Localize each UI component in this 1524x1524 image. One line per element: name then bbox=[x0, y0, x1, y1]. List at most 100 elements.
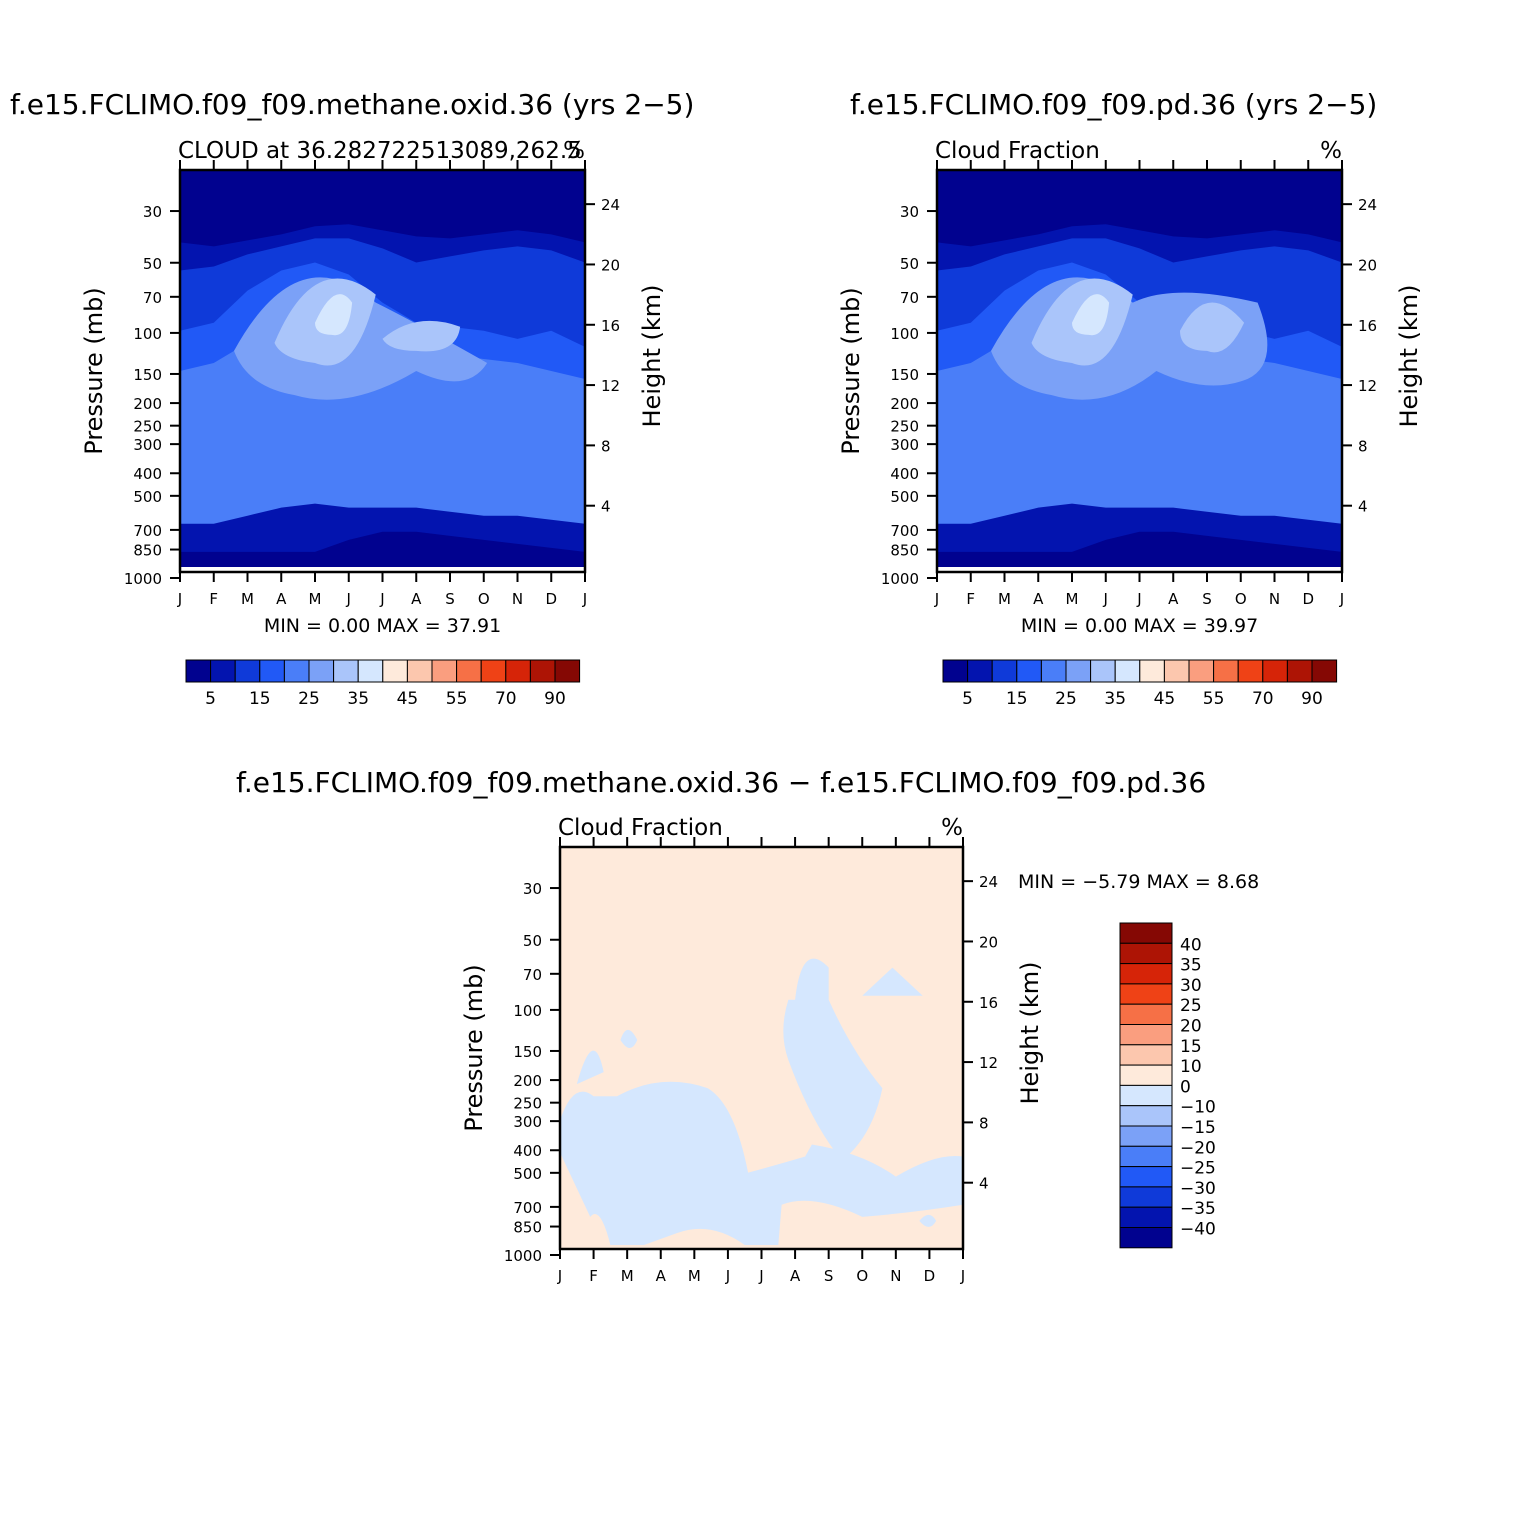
y-axis-title: Pressure (mb) bbox=[460, 964, 488, 1131]
y-right-tick-label: 24 bbox=[979, 873, 998, 891]
y-tick-label: 150 bbox=[890, 366, 919, 384]
x-tick-label: M bbox=[621, 1267, 634, 1285]
colorbar-box bbox=[456, 659, 482, 683]
colorbar-box bbox=[554, 659, 581, 683]
y-right-tick-label: 8 bbox=[601, 437, 611, 455]
colorbar-label: 25 bbox=[1180, 996, 1202, 1016]
y-tick-label: 850 bbox=[513, 1219, 542, 1237]
colorbar-label: −20 bbox=[1180, 1138, 1216, 1158]
y-tick-label: 850 bbox=[133, 542, 162, 560]
colorbar-box bbox=[1188, 659, 1215, 683]
y-tick-label: 70 bbox=[523, 966, 542, 984]
y-tick-label: 30 bbox=[523, 880, 542, 898]
negative-region bbox=[560, 1081, 963, 1245]
colorbar-box bbox=[1119, 1145, 1173, 1168]
y-tick-label: 500 bbox=[890, 488, 919, 506]
left-label: Cloud Fraction bbox=[935, 138, 1100, 164]
colorbar-box bbox=[529, 659, 556, 683]
x-tick-label: D bbox=[1302, 590, 1314, 608]
band-lower-2 bbox=[937, 531, 1342, 572]
colorbar-label: 25 bbox=[298, 689, 320, 709]
cloud-core-inner bbox=[315, 294, 353, 336]
y-right-tick-label: 16 bbox=[601, 317, 620, 335]
colorbar-label: 35 bbox=[347, 689, 369, 709]
colorbar-label: 90 bbox=[1301, 689, 1323, 709]
y-tick-label: 70 bbox=[900, 289, 919, 307]
negative-region bbox=[620, 1029, 638, 1048]
colorbar-label: −25 bbox=[1180, 1159, 1216, 1179]
x-tick-label: D bbox=[924, 1267, 936, 1285]
colorbar-box bbox=[1119, 1024, 1173, 1046]
x-tick-label: A bbox=[276, 590, 287, 608]
y-tick-label: 1000 bbox=[124, 570, 162, 588]
colorbar-label: 35 bbox=[1104, 689, 1126, 709]
x-tick-label: M bbox=[241, 590, 254, 608]
colorbar-box bbox=[1119, 1206, 1173, 1228]
y-tick-label: 200 bbox=[890, 395, 919, 413]
x-tick-label: J bbox=[934, 590, 939, 608]
band-lower-2 bbox=[180, 531, 585, 572]
y-tick-label: 50 bbox=[143, 255, 162, 273]
y-tick-label: 500 bbox=[513, 1165, 542, 1183]
min-max-stats: MIN = −5.79 MAX = 8.68 bbox=[1018, 871, 1259, 893]
colorbar-box bbox=[1114, 659, 1141, 683]
x-tick-label: J bbox=[1339, 590, 1344, 608]
colorbar-label: 90 bbox=[544, 689, 566, 709]
y-tick-label: 70 bbox=[143, 289, 162, 307]
x-tick-label: M bbox=[688, 1267, 701, 1285]
colorbar-label: 25 bbox=[1055, 689, 1077, 709]
colorbar-label: 55 bbox=[1203, 689, 1225, 709]
y-tick-label: 1000 bbox=[881, 570, 919, 588]
y-tick-label: 500 bbox=[133, 488, 162, 506]
y-tick-label: 100 bbox=[513, 1002, 542, 1020]
colorbar-box bbox=[382, 659, 408, 683]
colorbar-label: 5 bbox=[205, 689, 216, 709]
diff-fill bbox=[560, 958, 963, 1245]
colorbar-box bbox=[210, 659, 236, 683]
colorbar-box bbox=[1016, 659, 1042, 683]
colorbar-box bbox=[1090, 659, 1116, 683]
y-tick-label: 150 bbox=[133, 366, 162, 384]
colorbar-box bbox=[1119, 922, 1173, 944]
colorbar-box bbox=[991, 659, 1018, 683]
x-tick-label: O bbox=[856, 1267, 868, 1285]
y-tick-label: 100 bbox=[133, 325, 162, 343]
colorbar-label: 15 bbox=[1180, 1037, 1202, 1057]
colorbar-label: 70 bbox=[495, 689, 517, 709]
colorbar-label: 35 bbox=[1180, 956, 1202, 976]
missing-strip bbox=[937, 567, 1342, 572]
negative-region bbox=[862, 967, 923, 996]
x-tick-label: A bbox=[1168, 590, 1179, 608]
y-axis-title: Pressure (mb) bbox=[80, 287, 108, 454]
colorbar-box bbox=[1139, 659, 1165, 683]
y-right-tick-label: 12 bbox=[601, 377, 620, 395]
colorbar-box bbox=[1119, 1227, 1173, 1249]
y-right-tick-label: 20 bbox=[1358, 256, 1377, 274]
y-tick-label: 300 bbox=[890, 436, 919, 454]
y-tick-label: 50 bbox=[523, 932, 542, 950]
colorbar-box bbox=[333, 659, 359, 683]
colorbar-label: 20 bbox=[1180, 1017, 1202, 1037]
y-right-tick-label: 16 bbox=[979, 994, 998, 1012]
y-tick-label: 200 bbox=[513, 1072, 542, 1090]
x-tick-label: N bbox=[890, 1267, 901, 1285]
x-tick-label: M bbox=[1066, 590, 1079, 608]
x-tick-label: F bbox=[209, 590, 218, 608]
x-tick-label: N bbox=[1269, 590, 1280, 608]
x-tick-label: F bbox=[966, 590, 975, 608]
panel3-title: f.e15.FCLIMO.f09_f09.methane.oxid.36 − f… bbox=[236, 766, 1207, 799]
mid-shelf bbox=[382, 320, 461, 352]
y-tick-label: 300 bbox=[133, 436, 162, 454]
y-tick-label: 850 bbox=[890, 542, 919, 560]
colorbar-label: 10 bbox=[1180, 1057, 1202, 1077]
colorbar-label: 70 bbox=[1252, 689, 1274, 709]
contour-fill bbox=[180, 224, 585, 572]
cloud-core-inner bbox=[1072, 294, 1110, 336]
x-tick-label: A bbox=[1033, 590, 1044, 608]
x-tick-label: J bbox=[1103, 590, 1108, 608]
y-right-tick-label: 24 bbox=[601, 196, 620, 214]
missing-strip bbox=[180, 567, 585, 572]
cloud-core-second bbox=[1180, 302, 1245, 353]
